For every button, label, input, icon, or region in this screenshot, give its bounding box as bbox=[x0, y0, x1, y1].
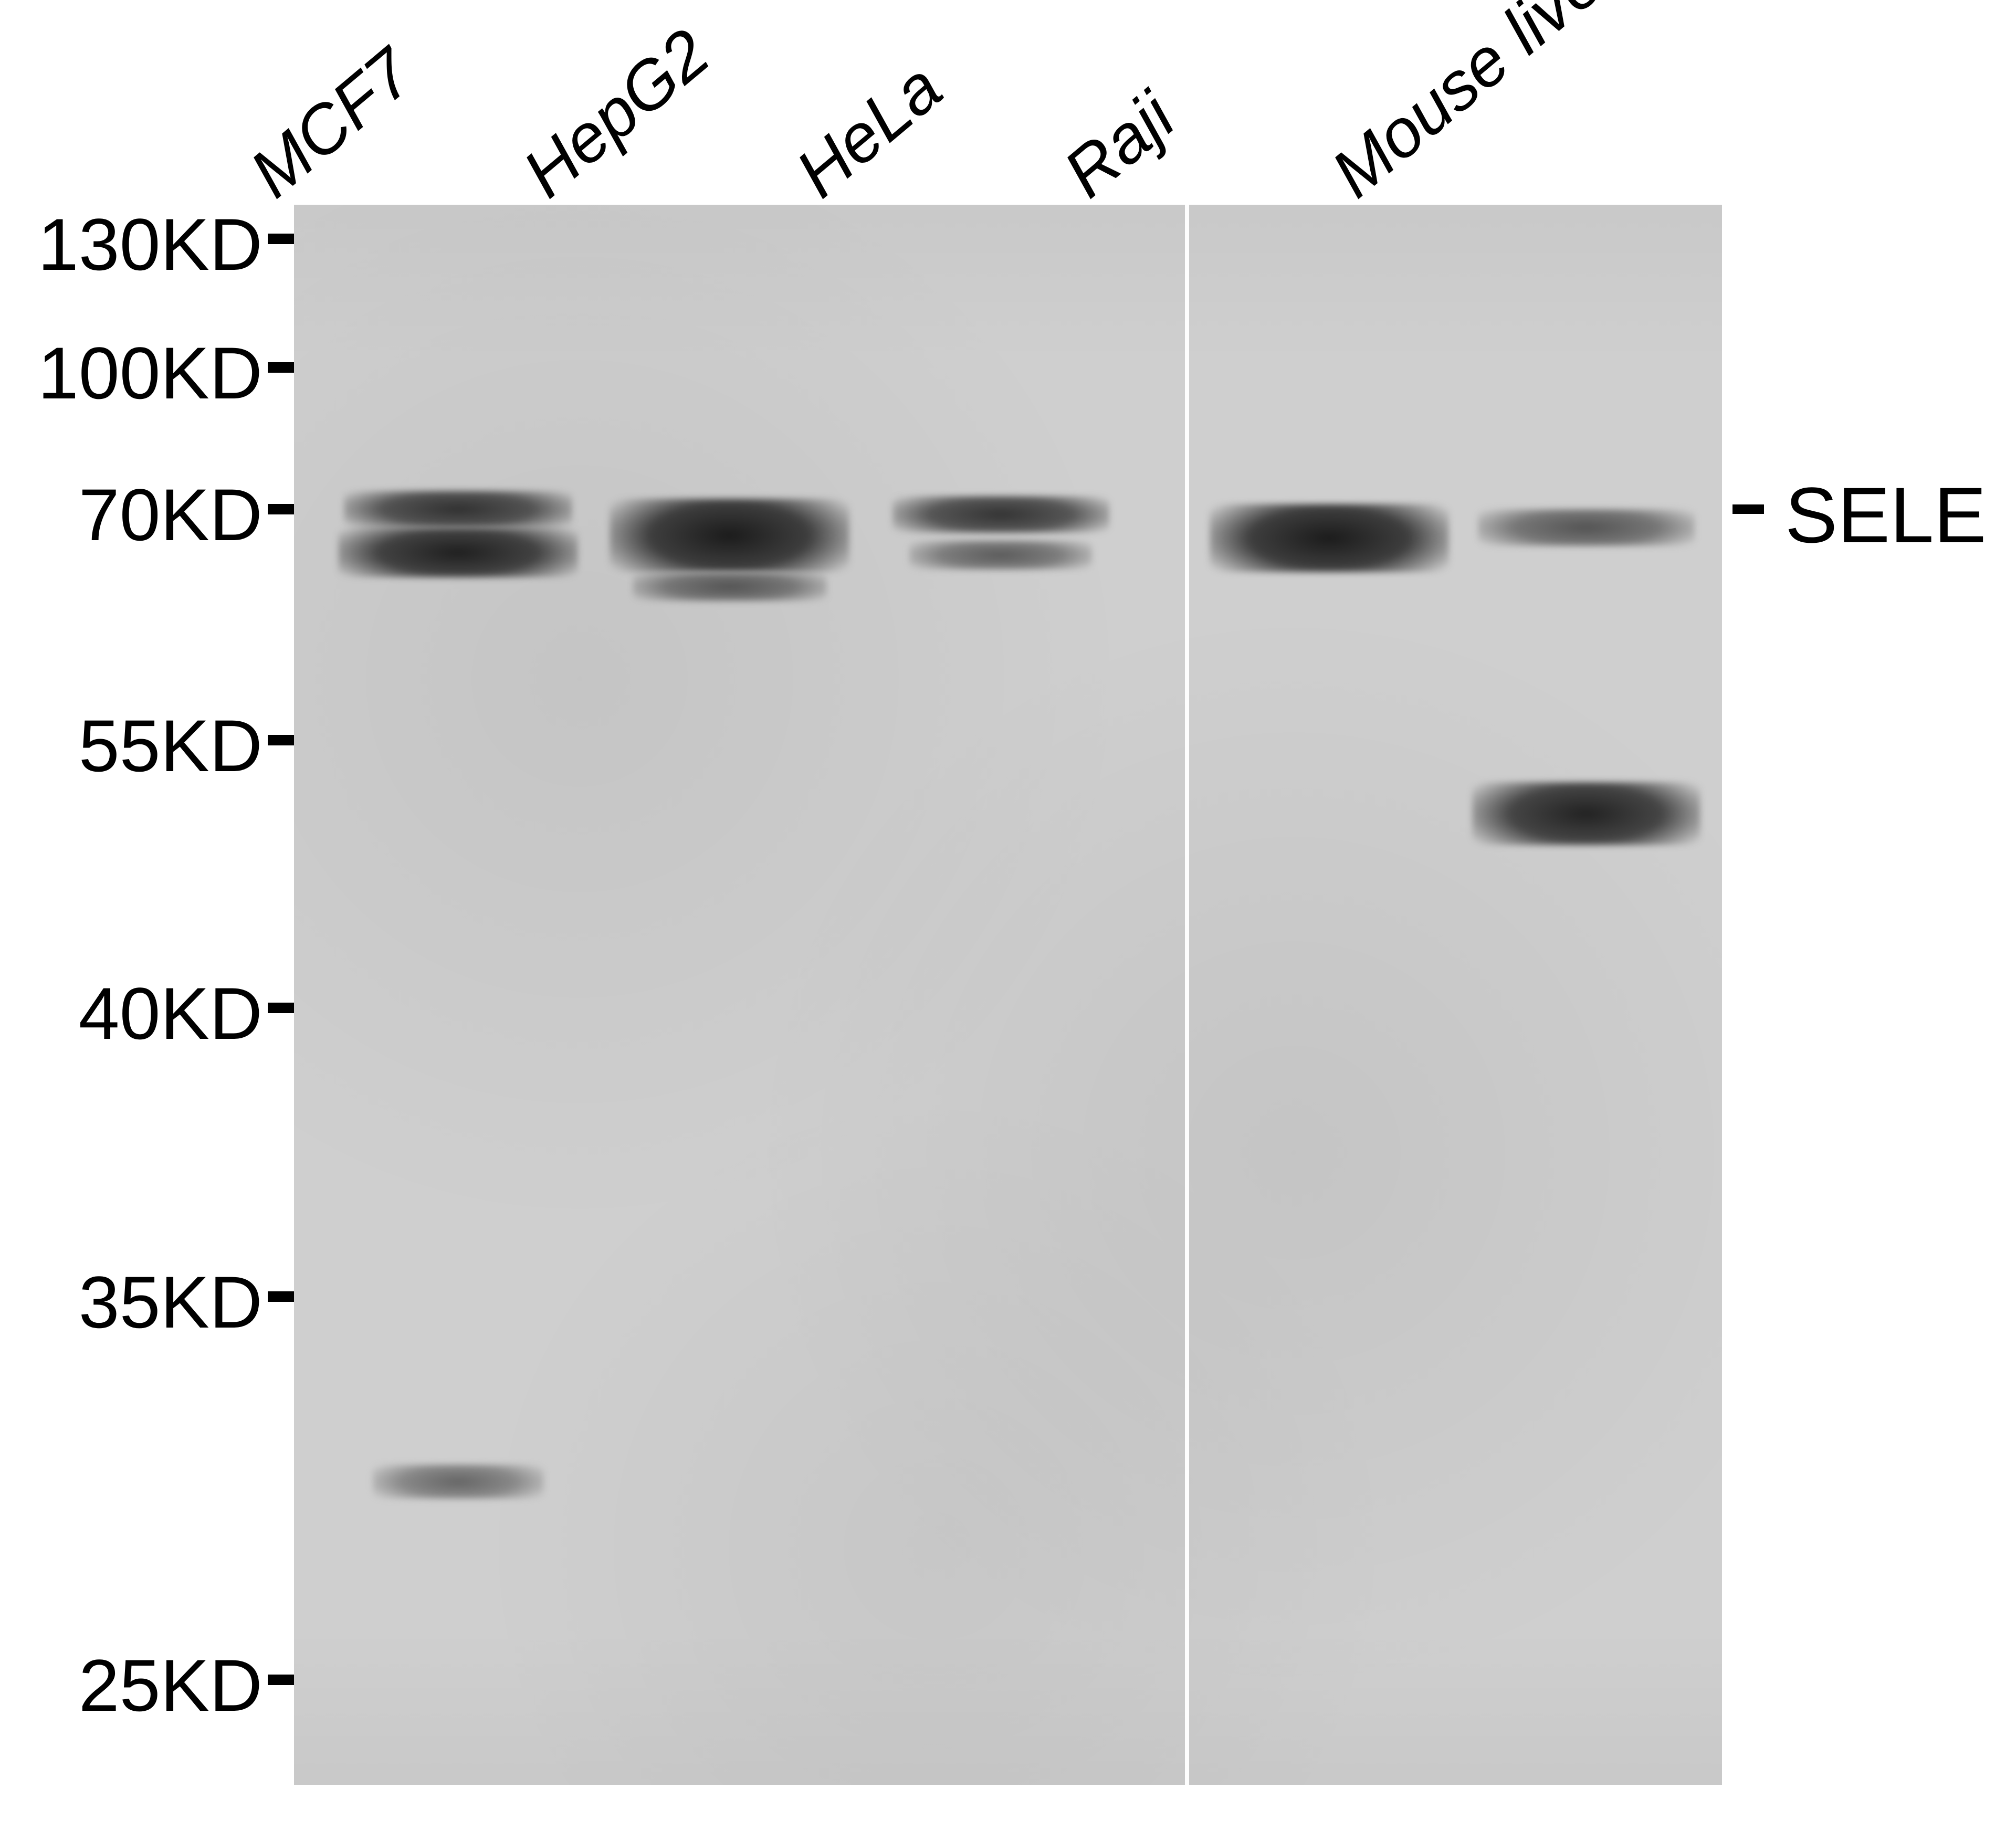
western-blot-figure: MCF7 HepG2 HeLa Raji Mouse liver 130KD 100KD 7… bbox=[0, 0, 2016, 1842]
mw-label-100KD: 100KD bbox=[38, 331, 262, 416]
lane-label-1: HepG2 bbox=[508, 13, 724, 213]
lane-label-2: HeLa bbox=[781, 47, 956, 213]
mw-label-40KD: 40KD bbox=[79, 971, 262, 1056]
mw-label-130KD: 130KD bbox=[38, 202, 262, 287]
target-label: SELE bbox=[1785, 470, 1987, 561]
band-lane4-9 bbox=[1472, 782, 1700, 845]
mw-label-35KD: 35KD bbox=[79, 1260, 262, 1345]
membrane-splice-divider bbox=[1185, 205, 1189, 1785]
blot-membrane bbox=[294, 205, 1722, 1785]
band-lane0-0 bbox=[344, 491, 572, 528]
mw-tick-40KD bbox=[268, 1003, 294, 1013]
mw-tick-25KD bbox=[268, 1675, 294, 1685]
mw-tick-100KD bbox=[268, 362, 294, 373]
band-lane2-5 bbox=[892, 496, 1109, 533]
mw-label-25KD: 25KD bbox=[79, 1643, 262, 1728]
mw-label-70KD: 70KD bbox=[79, 472, 262, 557]
band-lane4-8 bbox=[1478, 509, 1695, 546]
band-lane1-3 bbox=[610, 499, 849, 572]
band-lane2-6 bbox=[909, 541, 1092, 570]
band-lane0-2 bbox=[373, 1465, 544, 1499]
mw-tick-35KD bbox=[268, 1291, 294, 1302]
band-lane0-1 bbox=[338, 528, 578, 577]
band-lane1-4 bbox=[633, 572, 827, 601]
mw-tick-55KD bbox=[268, 735, 294, 745]
mw-label-55KD: 55KD bbox=[79, 703, 262, 788]
mw-tick-70KD bbox=[268, 504, 294, 514]
lane-label-0: MCF7 bbox=[235, 33, 428, 213]
lane-label-4: Mouse liver bbox=[1316, 0, 1634, 213]
target-tick bbox=[1732, 504, 1764, 514]
lane-label-3: Raji bbox=[1048, 77, 1189, 213]
mw-tick-130KD bbox=[268, 234, 294, 244]
band-lane3-7 bbox=[1210, 504, 1450, 572]
